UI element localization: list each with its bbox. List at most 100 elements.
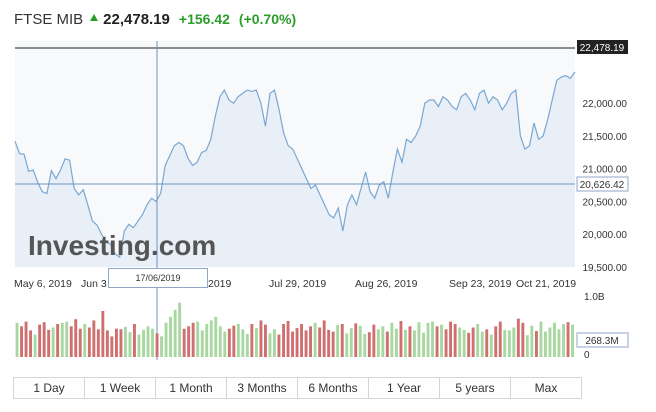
volume-axis-bottom: 0 xyxy=(584,350,590,361)
volume-bar xyxy=(69,326,73,357)
volume-bar xyxy=(322,320,326,357)
volume-bar xyxy=(133,324,136,357)
price-line xyxy=(14,71,576,259)
volume-bar xyxy=(426,322,430,357)
volume-bar xyxy=(544,331,547,357)
volume-bar xyxy=(232,325,236,357)
y-tick-label: 21,000.00 xyxy=(583,165,628,176)
volume-bar xyxy=(413,330,416,357)
x-tick-label: May 6, 2019 xyxy=(14,278,72,290)
volume-bar xyxy=(105,330,109,357)
volume-bar xyxy=(218,326,222,357)
volume-bar xyxy=(47,329,51,357)
volume-bar xyxy=(566,322,570,357)
time-range-selector: 1 Day 1 Week 1 Month 3 Months 6 Months 1… xyxy=(13,377,582,399)
volume-bar xyxy=(110,336,114,357)
x-tick-label: Oct 21, 2019 xyxy=(516,278,576,290)
volume-bar xyxy=(101,311,105,357)
range-6-months-button[interactable]: 6 Months xyxy=(298,378,369,398)
volume-bar xyxy=(345,333,349,357)
volume-bar xyxy=(273,329,276,357)
volume-bar xyxy=(494,326,498,357)
range-1-day-button[interactable]: 1 Day xyxy=(14,378,85,398)
volume-bar xyxy=(525,335,529,357)
x-tick-label: Sep 23, 2019 xyxy=(449,278,512,290)
investing-watermark: Investing.com xyxy=(28,230,216,261)
volume-bar xyxy=(137,334,141,357)
volume-bar xyxy=(449,321,452,357)
volume-bar xyxy=(196,321,200,357)
volume-bar xyxy=(187,326,191,357)
volume-bar xyxy=(259,320,263,357)
range-5-years-button[interactable]: 5 years xyxy=(440,378,511,398)
volume-bar xyxy=(557,329,561,357)
volume-bar xyxy=(467,332,471,357)
volume-bar xyxy=(51,327,55,357)
volume-bar xyxy=(304,330,308,357)
volume-bar xyxy=(376,329,380,357)
crosshair-date-label: 17/06/2019 xyxy=(108,268,208,288)
y-tick-label: 20,000.00 xyxy=(583,230,628,241)
volume-value-text: 268.3M xyxy=(585,336,618,347)
volume-bar xyxy=(250,324,254,357)
volume-bar xyxy=(349,328,353,357)
volume-bar xyxy=(255,328,258,357)
volume-bar xyxy=(507,330,511,357)
volume-bar xyxy=(20,326,23,357)
price-change-percent: (+0.70%) xyxy=(238,11,297,27)
volume-bar xyxy=(503,329,507,357)
volume-bar xyxy=(485,329,489,357)
instrument-header: FTSE MIB 22,478.19 +156.42 (+0.70%) xyxy=(14,8,296,30)
volume-bar xyxy=(128,332,132,357)
volume-bar xyxy=(200,330,204,357)
volume-bar xyxy=(381,326,385,357)
volume-bar xyxy=(205,324,209,357)
volume-bar xyxy=(354,323,358,357)
range-1-week-button[interactable]: 1 Week xyxy=(85,378,156,398)
volume-bar xyxy=(571,324,574,358)
volume-bar xyxy=(539,321,543,357)
x-tick-label: Jun 3 xyxy=(81,278,107,290)
volume-bar xyxy=(408,326,412,357)
volume-bar xyxy=(286,321,290,357)
volume-bar xyxy=(535,331,538,357)
volume-bar xyxy=(15,322,19,357)
y-tick-label: 20,500.00 xyxy=(583,197,628,208)
volume-bar xyxy=(300,324,303,357)
volume-bar xyxy=(435,326,439,357)
volume-bar xyxy=(83,324,87,357)
volume-bar xyxy=(453,324,457,357)
volume-bar xyxy=(173,309,177,357)
volume-bar xyxy=(24,321,28,357)
volume-bar xyxy=(277,334,281,357)
volume-bar xyxy=(367,332,371,357)
price-area xyxy=(15,71,575,268)
range-1-month-button[interactable]: 1 Month xyxy=(156,378,227,398)
volume-bar xyxy=(142,329,145,357)
volume-bar xyxy=(498,321,502,357)
volume-bar xyxy=(56,324,60,357)
volume-bar xyxy=(480,331,484,357)
volume-bar xyxy=(363,334,367,357)
volume-bar xyxy=(178,302,182,357)
volume-bar xyxy=(74,319,78,357)
volume-bar xyxy=(548,327,552,357)
y-tick-label: 21,500.00 xyxy=(583,132,628,143)
volume-bar xyxy=(151,328,154,357)
volume-bar xyxy=(562,324,565,357)
y-tick-label: 19,500.00 xyxy=(583,263,628,274)
volume-bar xyxy=(471,327,475,357)
range-max-button[interactable]: Max xyxy=(534,381,558,395)
range-1-year-button[interactable]: 1 Year xyxy=(369,378,440,398)
volume-bar xyxy=(399,321,403,357)
up-arrow-icon xyxy=(90,13,99,21)
volume-bar xyxy=(404,329,407,357)
volume-bar xyxy=(390,322,394,357)
volume-bar xyxy=(29,330,32,357)
volume-bar xyxy=(516,318,520,357)
volume-bar xyxy=(440,324,443,358)
range-3-months-button[interactable]: 3 Months xyxy=(227,378,298,398)
x-tick-label: Aug 26, 2019 xyxy=(355,278,418,290)
volume-bar xyxy=(78,328,82,357)
